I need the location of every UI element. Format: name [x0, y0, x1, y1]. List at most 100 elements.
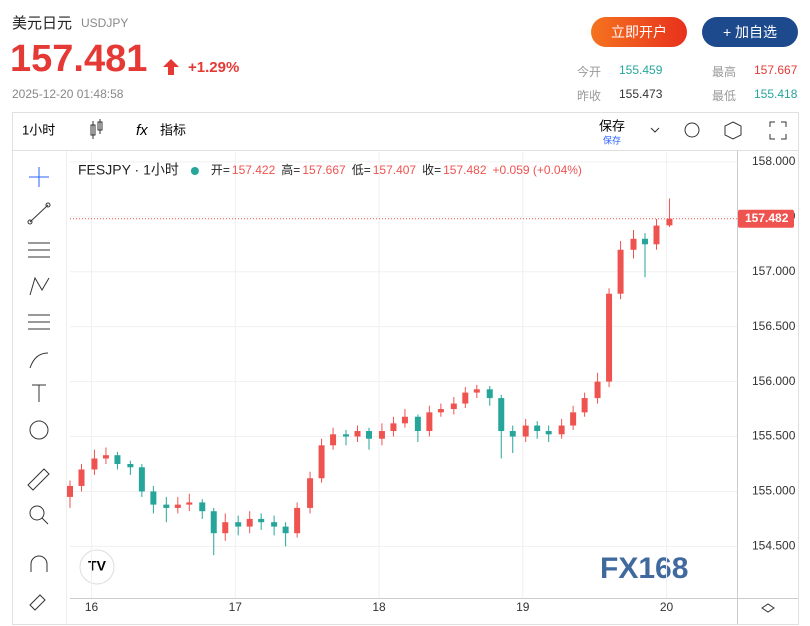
- axis-settings[interactable]: [761, 603, 775, 613]
- change: +1.29%: [188, 59, 240, 76]
- last-price-label: 157.482: [745, 211, 789, 225]
- candle-body: [378, 431, 385, 439]
- price: 157.481: [10, 38, 148, 80]
- candle-body: [414, 416, 421, 432]
- candle-body: [343, 434, 349, 437]
- candle-body: [558, 425, 565, 435]
- candle-body: [307, 478, 314, 508]
- candle-body: [246, 518, 253, 527]
- candle-body: [426, 412, 433, 432]
- y-tick-label: 155.500: [752, 429, 796, 443]
- candle-body: [570, 412, 577, 426]
- y-tick-label: 156.500: [752, 319, 796, 333]
- candle-body: [666, 218, 673, 226]
- candle-body: [594, 381, 601, 399]
- candles: [67, 198, 673, 556]
- candle-body: [366, 431, 372, 439]
- candle-body: [606, 293, 613, 382]
- legend-label: 低=: [352, 163, 371, 177]
- candle-body: [437, 409, 444, 413]
- x-tick-label: 16: [85, 600, 99, 614]
- y-tick-label: 158.000: [752, 154, 796, 168]
- x-tick-label: 17: [229, 600, 243, 614]
- stat-value: 155.418: [754, 87, 798, 101]
- x-tick-label: 20: [660, 600, 674, 614]
- candle-body: [127, 463, 134, 468]
- candle-body: [186, 502, 193, 505]
- legend-label: 高=: [281, 162, 300, 177]
- settings-icon[interactable]: [724, 121, 742, 140]
- candle-body: [163, 504, 170, 508]
- add-watch-button[interactable]: + 加自选: [702, 17, 798, 47]
- candle-body: [282, 526, 289, 534]
- candle-body: [174, 504, 181, 508]
- candle-body: [222, 522, 229, 534]
- save[interactable]: 保存: [599, 118, 625, 133]
- candle-body: [450, 403, 457, 410]
- candle-body: [210, 511, 217, 534]
- y-tick-label: 155.000: [752, 484, 796, 498]
- save-sub: 保存: [603, 134, 621, 145]
- open-account-button[interactable]: 立即开户: [591, 17, 687, 47]
- tv-logo[interactable]: [79, 549, 115, 585]
- candle-body: [545, 431, 552, 435]
- candle-body: [114, 455, 121, 464]
- title: 美元日元: [12, 15, 73, 32]
- drawing-tools[interactable]: [27, 167, 51, 611]
- stat-label: 最低: [712, 89, 737, 103]
- stat-label: 今开: [577, 65, 602, 79]
- watermark: FX168: [600, 552, 688, 585]
- candle-body: [330, 434, 337, 446]
- tv-logo-text: TV: [88, 558, 107, 574]
- candle-body: [522, 425, 529, 437]
- stat-label: 昨收: [577, 89, 602, 103]
- candle-body: [630, 238, 637, 250]
- legend-value: 157.482: [443, 163, 487, 177]
- candle-body: [390, 423, 397, 432]
- symbol: USDJPY: [81, 16, 129, 30]
- last-price-tag: [738, 209, 794, 228]
- candle-body: [642, 238, 648, 245]
- candle-body: [199, 502, 206, 512]
- y-tick-label: 157.000: [752, 264, 796, 278]
- legend-symbol: FESJPY · 1小时: [78, 162, 179, 178]
- stat-label: 最高: [712, 65, 737, 79]
- candle-body: [473, 389, 480, 393]
- dropdown[interactable]: [650, 127, 660, 133]
- candle-body: [509, 431, 516, 437]
- candle-body: [91, 458, 98, 470]
- candle-body: [294, 507, 301, 534]
- candle-body: [498, 398, 505, 432]
- candle-body: [534, 425, 541, 432]
- stat-value: 157.667: [754, 63, 798, 77]
- candle-body: [318, 445, 325, 479]
- frame: [12, 112, 799, 625]
- x-tick-label: 19: [516, 600, 530, 614]
- up-arrow: [163, 59, 179, 75]
- candle-body: [617, 249, 624, 294]
- candle-body: [354, 431, 361, 437]
- candle-body: [401, 416, 408, 424]
- alert-icon[interactable]: [684, 122, 700, 138]
- legend-label: 开=: [211, 163, 230, 177]
- fx-icon[interactable]: fx: [136, 122, 148, 139]
- candle-body: [271, 522, 278, 527]
- candle-icon[interactable]: [90, 119, 103, 139]
- x-tick-label: 18: [372, 600, 386, 614]
- fullscreen-icon[interactable]: [769, 121, 787, 140]
- legend-change: +0.059 (+0.04%): [493, 163, 582, 177]
- candle-body: [235, 522, 242, 527]
- interval[interactable]: 1小时: [22, 122, 55, 137]
- candle-body: [102, 455, 109, 459]
- legend-label: 收=: [422, 163, 441, 177]
- stat-value: 155.473: [619, 87, 663, 101]
- indicators[interactable]: 指标: [160, 122, 186, 137]
- legend-value: 157.667: [302, 163, 346, 177]
- legend-value: 157.407: [373, 163, 417, 177]
- candle-body: [653, 225, 660, 245]
- candle-body: [78, 469, 85, 486]
- candle-body: [150, 491, 157, 505]
- stat-value: 155.459: [619, 63, 663, 77]
